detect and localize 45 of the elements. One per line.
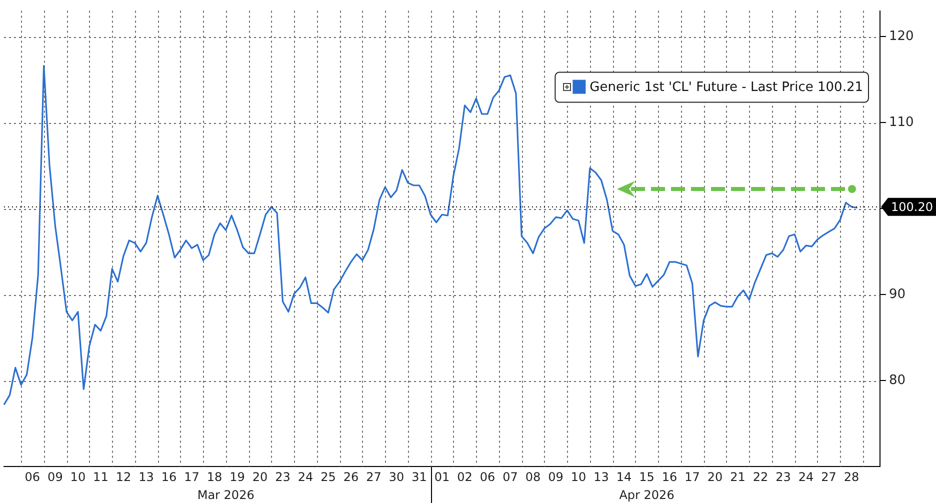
x-tick-label: 09 bbox=[548, 470, 564, 484]
x-tick-label: 01 bbox=[434, 470, 450, 484]
y-tick-label: 120 bbox=[889, 28, 914, 44]
x-tick-label: 09 bbox=[48, 470, 63, 484]
x-tick-label: 28 bbox=[844, 470, 860, 484]
legend-label: Generic 1st 'CL' Future - Last Price 100.21 bbox=[590, 80, 864, 96]
x-tick-label: 13 bbox=[138, 470, 154, 484]
x-tick-label: 15 bbox=[639, 470, 654, 484]
x-tick-label: 12 bbox=[116, 470, 132, 484]
x-tick-label: 23 bbox=[776, 470, 791, 484]
y-tick-label: 80 bbox=[889, 372, 906, 388]
x-tick-label: 10 bbox=[570, 470, 586, 484]
x-tick-label: 26 bbox=[343, 470, 359, 484]
x-tick-label: 18 bbox=[206, 470, 222, 484]
x-tick-label: 31 bbox=[412, 470, 427, 484]
x-tick-label: 20 bbox=[707, 470, 723, 484]
x-tick-label: 30 bbox=[388, 470, 404, 484]
x-tick-label: 19 bbox=[230, 470, 245, 484]
x-tick-label: 17 bbox=[184, 470, 200, 484]
x-tick-label: 27 bbox=[821, 470, 836, 484]
x-tick-label: 20 bbox=[252, 470, 268, 484]
y-tick-label: 110 bbox=[889, 114, 914, 130]
x-tick-label: 14 bbox=[616, 470, 632, 484]
y-tick-label: 90 bbox=[889, 286, 906, 302]
x-tick-label: 02 bbox=[457, 470, 472, 484]
x-tick-label: 24 bbox=[798, 470, 814, 484]
ref-line-label: 100.20 bbox=[891, 200, 933, 214]
x-tick-label: 24 bbox=[298, 470, 314, 484]
x-tick-label: 22 bbox=[752, 470, 768, 484]
x-tick-label: 10 bbox=[70, 470, 86, 484]
x-tick-label: 27 bbox=[366, 470, 382, 484]
x-tick-label: 16 bbox=[161, 470, 177, 484]
x-tick-label: 13 bbox=[594, 470, 609, 484]
x-tick-label: 16 bbox=[662, 470, 678, 484]
x-tick-label: 06 bbox=[24, 470, 40, 484]
x-tick-label: 11 bbox=[93, 470, 108, 484]
x-tick-label: 23 bbox=[275, 470, 290, 484]
x-tick-label: 08 bbox=[525, 470, 541, 484]
x-tick-label: 21 bbox=[730, 470, 746, 484]
x-tick-label: 17 bbox=[684, 470, 700, 484]
text: Apr 2026 bbox=[619, 488, 674, 502]
x-tick-label: 07 bbox=[502, 470, 518, 484]
x-tick-label: 25 bbox=[320, 470, 336, 484]
text: Mar 2026 bbox=[197, 488, 254, 502]
x-tick-label: 06 bbox=[480, 470, 496, 484]
